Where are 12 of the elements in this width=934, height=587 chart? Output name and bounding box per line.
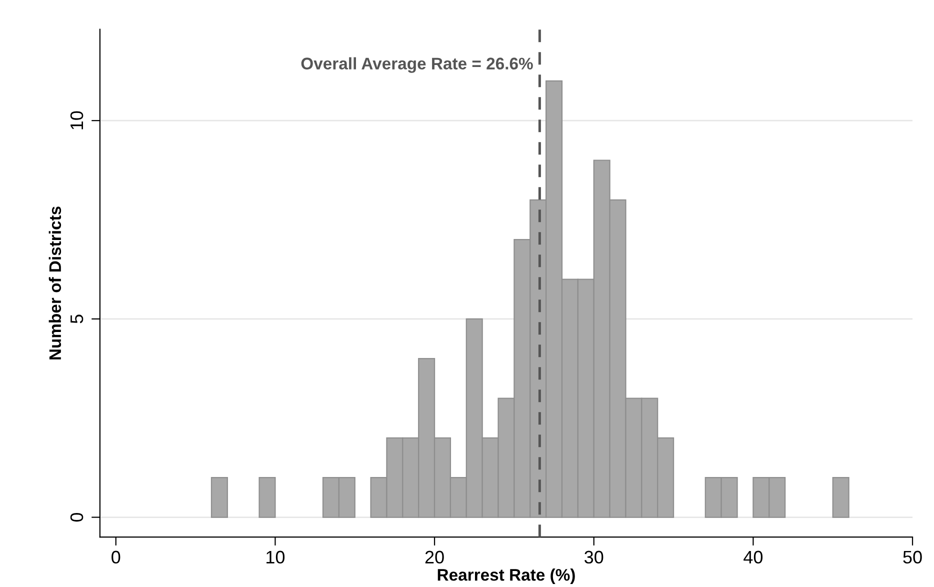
x-tick-label: 40 bbox=[744, 550, 763, 564]
ref-line-label: Overall Average Rate = 26.6% bbox=[301, 57, 533, 73]
y-tick-label: 0 bbox=[70, 512, 84, 522]
x-tick-label: 0 bbox=[112, 550, 120, 564]
x-tick-label: 10 bbox=[266, 550, 285, 564]
x-tick-label: 30 bbox=[584, 550, 604, 564]
x-tick-label: 20 bbox=[425, 550, 444, 564]
x-axis-title: Rearrest Rate (%) bbox=[438, 568, 575, 584]
y-tick-label: 10 bbox=[70, 111, 84, 130]
x-tick-label: 50 bbox=[903, 550, 922, 564]
y-axis-title: Number of Districts bbox=[48, 206, 62, 360]
y-tick-label: 5 bbox=[70, 314, 84, 324]
